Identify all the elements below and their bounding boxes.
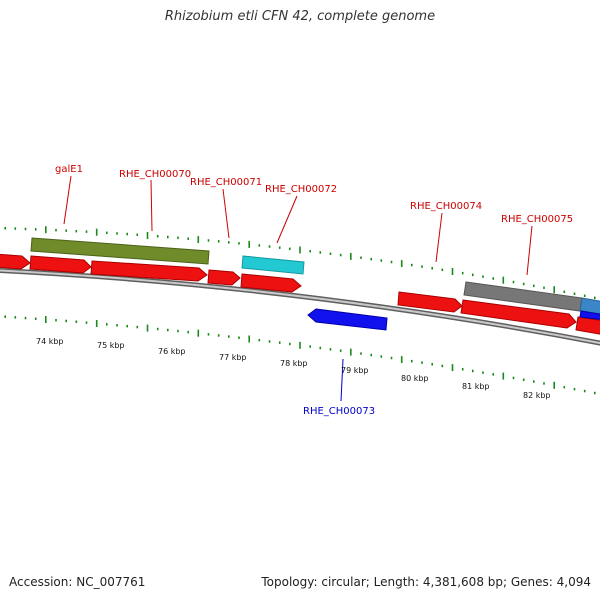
gene-labels: galE1 RHE_CH00070 RHE_CH00071 RHE_CH0007… (55, 164, 573, 417)
scale-label: 81 kbp (462, 382, 490, 391)
scale-label: 82 kbp (523, 391, 551, 400)
scale-label: 77 kbp (219, 353, 247, 362)
gene-label-RHE_CH00074[interactable]: RHE_CH00074 (410, 201, 482, 212)
gene-feature-track (30, 237, 600, 315)
scale-labels: 74 kbp 75 kbp 76 kbp 77 kbp 78 kbp 79 kb… (36, 337, 551, 400)
scale-label: 80 kbp (401, 374, 429, 383)
gene-RHE_CH00072-feature[interactable] (241, 255, 305, 275)
scale-label: 76 kbp (158, 347, 186, 356)
cds-track (0, 253, 600, 335)
gene-RHE_CH00073-feature[interactable] (307, 308, 388, 331)
gene-galE1-feature[interactable] (30, 237, 210, 265)
gene-lightblue-feature[interactable] (579, 297, 600, 315)
outer-tick-ruler (4, 226, 596, 300)
cds-arrow[interactable] (90, 260, 208, 282)
cds-arrow[interactable] (460, 299, 577, 329)
accession-text: Accession: NC_007761 (9, 575, 146, 589)
scale-label: 78 kbp (280, 359, 308, 368)
genome-title: Rhizobium etli CFN 42, complete genome (164, 9, 436, 24)
cds-arrow[interactable] (29, 255, 92, 274)
gene-label-RHE_CH00072[interactable]: RHE_CH00072 (265, 184, 337, 195)
genome-summary-text: Topology: circular; Length: 4,381,608 bp… (261, 575, 591, 589)
label-leaders (63, 175, 533, 402)
cds-arrow[interactable] (240, 273, 302, 293)
cds-arrow[interactable] (207, 269, 241, 286)
scale-label: 79 kbp (341, 366, 369, 375)
cds-arrow[interactable] (0, 253, 31, 270)
gene-label-RHE_CH00075[interactable]: RHE_CH00075 (501, 214, 573, 225)
cds-arrow[interactable] (397, 291, 463, 313)
gene-label-RHE_CH00070[interactable]: RHE_CH00070 (119, 169, 191, 180)
gene-label-RHE_CH00071[interactable]: RHE_CH00071 (190, 177, 262, 188)
inner-tick-ruler (4, 315, 596, 395)
cds-arrow[interactable] (575, 316, 600, 335)
gene-label-RHE_CH00073[interactable]: RHE_CH00073 (303, 406, 375, 417)
gene-small-blue-feature[interactable] (579, 310, 600, 320)
scale-label: 75 kbp (97, 341, 125, 350)
genome-backbone-highlight (0, 269, 600, 345)
scale-label: 74 kbp (36, 337, 64, 346)
gene-label-galE1[interactable]: galE1 (55, 164, 83, 175)
